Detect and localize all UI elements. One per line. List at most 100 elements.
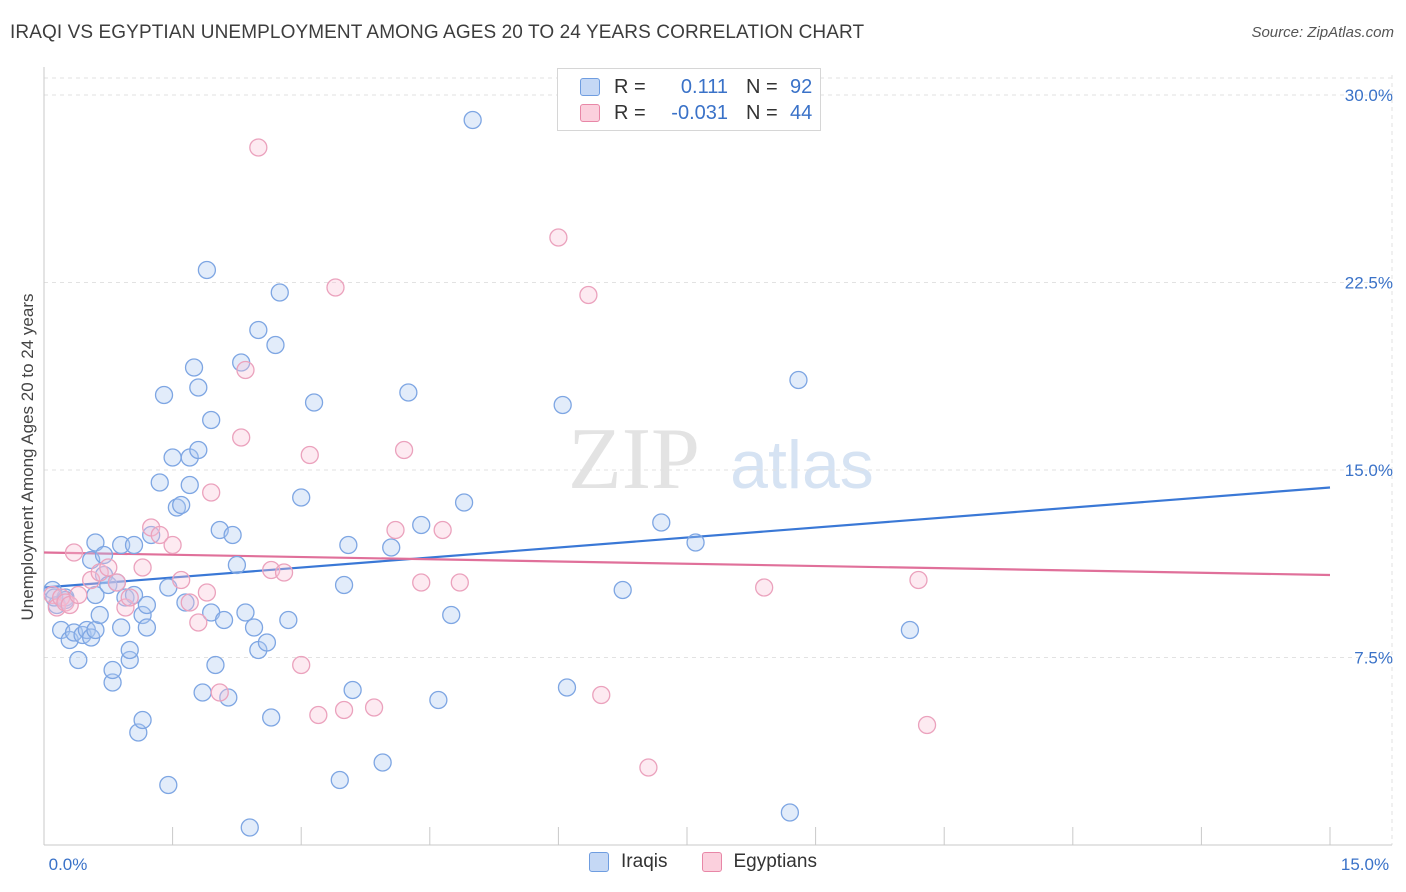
iraqis-point xyxy=(197,260,217,280)
x-tick-label: 15.0% xyxy=(1341,855,1389,874)
egyptians-point xyxy=(549,228,568,247)
chart-title: IRAQI VS EGYPTIAN UNEMPLOYMENT AMONG AGE… xyxy=(10,22,865,43)
iraqis-point xyxy=(189,440,208,460)
egyptians-point xyxy=(236,360,255,380)
egyptians-point xyxy=(180,593,199,612)
iraqis-point xyxy=(137,618,157,637)
iraqis-swatch xyxy=(589,852,610,872)
iraqis-point xyxy=(343,680,362,700)
iraqis-point xyxy=(399,383,418,402)
series-legend: Iraqis Egyptians xyxy=(0,851,1406,873)
iraqis-point xyxy=(900,620,920,640)
iraqis-point xyxy=(90,605,109,625)
egyptians-point xyxy=(755,578,774,597)
egyptians-point xyxy=(300,445,319,465)
legend-item-iraqis[interactable]: Iraqis xyxy=(589,851,668,873)
r-label: R = xyxy=(614,75,646,98)
n-label: N = xyxy=(746,75,778,98)
iraqis-point xyxy=(412,515,431,535)
trend-lines xyxy=(43,486,1331,589)
egyptians-point xyxy=(249,138,268,157)
iraqis-point xyxy=(373,753,392,772)
tick-labels: 7.5% 15.0% 22.5% 30.0% 0.0% 15.0% xyxy=(49,86,1393,874)
iraqis-point xyxy=(154,385,174,405)
egyptians-point xyxy=(274,563,294,582)
iraqis-point xyxy=(120,650,139,670)
axes xyxy=(43,67,1392,846)
iraqis-point xyxy=(613,580,632,600)
egyptians-point xyxy=(334,700,354,720)
correlation-legend: R = 0.111 N = 92 R = -0.031 N = 44 xyxy=(557,68,821,131)
iraqis-point xyxy=(219,688,238,707)
iraqis-point xyxy=(137,595,157,615)
egyptians-point xyxy=(197,583,217,602)
iraqis-point xyxy=(103,660,122,680)
iraqis-point xyxy=(69,650,88,670)
egyptians-point xyxy=(917,715,937,735)
egyptians-point xyxy=(326,278,345,297)
egyptians-point xyxy=(120,588,139,607)
iraqis-point xyxy=(202,410,221,430)
egyptians-swatch xyxy=(701,852,722,872)
iraqis-point xyxy=(193,683,212,702)
egyptians-point xyxy=(386,520,405,540)
legend-item-egyptians[interactable]: Egyptians xyxy=(701,851,817,873)
iraqis-point xyxy=(244,618,264,637)
n-label: N = xyxy=(746,101,778,124)
r-label: R = xyxy=(614,101,646,124)
egyptians-point xyxy=(450,573,469,592)
egyptians-point xyxy=(107,573,127,592)
iraqis-point xyxy=(382,538,401,557)
egyptians-point xyxy=(116,598,135,617)
egyptians-point xyxy=(133,558,152,577)
iraqis-point xyxy=(270,283,289,302)
iraqis-point xyxy=(262,708,281,727)
egyptians-point xyxy=(579,285,598,305)
data-points xyxy=(43,110,937,837)
legend-row-egyptians: R = -0.031 N = 44 xyxy=(580,100,812,126)
egyptians-point xyxy=(69,585,88,605)
y-tick-label: 30.0% xyxy=(1345,86,1393,105)
iraqis-trend-line xyxy=(43,486,1331,589)
iraqis-point xyxy=(214,610,234,630)
legend-row-iraqis: R = 0.111 N = 92 xyxy=(580,74,812,100)
y-tick-label: 22.5% xyxy=(1345,274,1393,293)
egyptians-point xyxy=(64,543,84,562)
iraqis-point xyxy=(227,555,247,575)
egyptians-point xyxy=(309,705,328,725)
r-value: 0.111 xyxy=(680,75,728,98)
iraqis-point xyxy=(159,775,178,795)
gridlines xyxy=(44,75,1393,845)
r-value: -0.031 xyxy=(671,101,728,124)
egyptians-trend-line xyxy=(43,551,1331,577)
iraqis-point xyxy=(557,678,577,697)
egyptians-point xyxy=(592,685,611,705)
n-value: 92 xyxy=(790,75,813,98)
iraqis-point xyxy=(150,473,169,492)
iraqis-point xyxy=(189,378,208,397)
iraqis-point xyxy=(112,618,131,637)
egyptians-point xyxy=(364,698,384,717)
egyptians-point xyxy=(210,683,229,702)
source-credit: Source: ZipAtlas.com xyxy=(1251,24,1394,41)
x-tick-label: 0.0% xyxy=(49,855,88,874)
iraqis-point xyxy=(442,605,461,625)
iraqis-point xyxy=(133,710,152,730)
egyptians-point xyxy=(163,535,182,555)
egyptians-point xyxy=(172,570,191,590)
iraqis-point xyxy=(124,535,144,555)
iraqis-point xyxy=(180,475,199,495)
iraqis-point xyxy=(163,448,182,467)
egyptians-point xyxy=(433,520,452,540)
iraqis-swatch xyxy=(580,78,600,96)
iraqis-point xyxy=(463,110,482,130)
iraqis-point xyxy=(176,593,195,612)
iraqis-point xyxy=(454,493,474,512)
iraqis-point xyxy=(304,393,324,412)
iraqis-point xyxy=(223,525,242,545)
iraqis-point xyxy=(334,575,354,595)
watermark-atlas: atlas xyxy=(730,427,874,503)
egyptians-point xyxy=(292,655,311,675)
iraqis-point xyxy=(257,633,277,652)
